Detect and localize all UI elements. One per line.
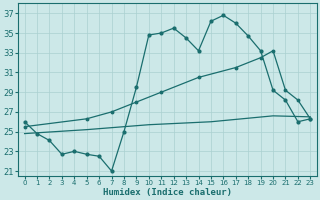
X-axis label: Humidex (Indice chaleur): Humidex (Indice chaleur) <box>103 188 232 197</box>
